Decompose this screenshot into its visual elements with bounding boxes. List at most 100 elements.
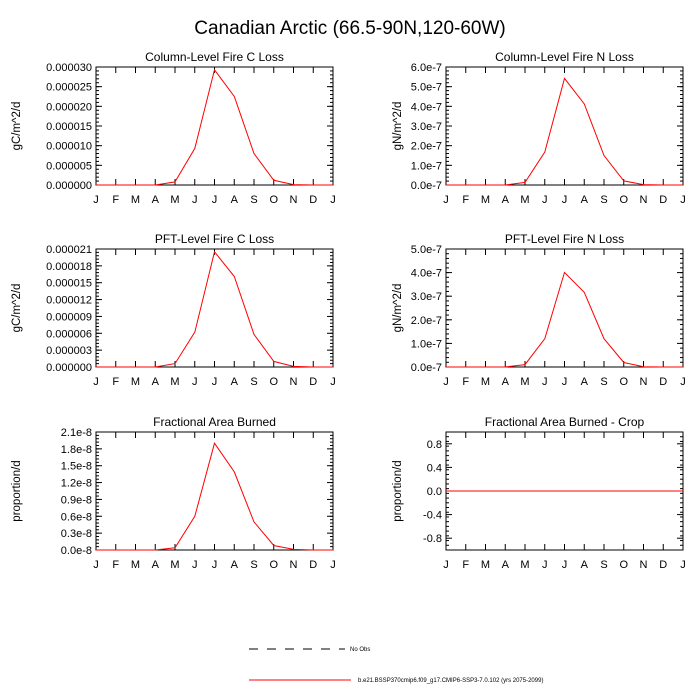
x-tick-label: D xyxy=(659,559,667,571)
y-tick-label: 1.2e-8 xyxy=(61,478,92,490)
y-axis-label: proportion/d xyxy=(392,460,404,521)
x-tick-label: S xyxy=(600,376,607,388)
y-tick-label: 0.3e-8 xyxy=(61,528,92,540)
x-tick-label: N xyxy=(290,559,298,571)
x-tick-label: F xyxy=(112,376,119,388)
x-tick-label: A xyxy=(152,376,160,388)
panel-title: Fractional Area Burned - Crop xyxy=(485,415,645,429)
x-tick-label: M xyxy=(131,559,140,571)
x-tick-label: A xyxy=(231,376,239,388)
y-axis-label: proportion/d xyxy=(11,460,23,521)
y-tick-label: 0.000010 xyxy=(46,141,92,153)
x-tick-label: J xyxy=(562,559,568,571)
x-tick-label: S xyxy=(250,194,257,206)
legend: No Obs b.e21.BSSP370cmip6.f09_g17.CMIP6-… xyxy=(249,647,543,684)
x-tick-label: A xyxy=(231,559,239,571)
chart-panel-2: Column-Level Fire N Loss gN/m^2/d 0.0e-7 1.… xyxy=(392,50,686,206)
x-tick-label: J xyxy=(93,376,99,388)
y-tick-label: 0.000025 xyxy=(46,82,92,94)
x-tick-label: J xyxy=(542,194,548,206)
chart-panel-1: Column-Level Fire C Loss gC/m^2/d 0.000000… xyxy=(11,50,336,206)
x-tick-label: J xyxy=(212,194,218,206)
x-tick-label: J xyxy=(680,559,686,571)
series-line xyxy=(446,271,683,368)
panel-title: Column-Level Fire C Loss xyxy=(145,50,284,64)
x-tick-label: S xyxy=(250,376,257,388)
x-tick-label: J xyxy=(330,194,336,206)
y-tick-label: 0.0 xyxy=(427,486,442,498)
page-title: Canadian Arctic (66.5-90N,120-60W) xyxy=(194,18,506,39)
y-axis-label: gN/m^2/d xyxy=(392,284,404,333)
y-tick-label: 0.9e-8 xyxy=(61,494,92,506)
y-tick-label: 0.000021 xyxy=(46,244,92,256)
x-tick-label: S xyxy=(250,559,257,571)
x-tick-label: J xyxy=(443,559,449,571)
panel-title: Column-Level Fire N Loss xyxy=(495,50,634,64)
x-tick-label: D xyxy=(659,194,667,206)
y-tick-label: 2.0e-7 xyxy=(411,315,442,327)
y-axis-label: gC/m^2/d xyxy=(11,102,23,151)
x-tick-label: M xyxy=(481,376,490,388)
x-tick-label: J xyxy=(93,559,99,571)
x-tick-label: J xyxy=(680,194,686,206)
chart-panel-4: PFT-Level Fire N Loss gN/m^2/d 0.0e-7 1.0e-… xyxy=(392,232,686,388)
y-tick-label: 4.0e-7 xyxy=(411,101,442,113)
x-tick-label: J xyxy=(330,559,336,571)
y-tick-label: 1.0e-7 xyxy=(411,338,442,350)
panel-title: PFT-Level Fire C Loss xyxy=(155,232,274,246)
x-tick-label: M xyxy=(520,194,529,206)
y-tick-label: 3.0e-7 xyxy=(411,291,442,303)
x-tick-label: N xyxy=(640,559,648,571)
y-tick-label: 0.0e-8 xyxy=(61,545,92,557)
plot-frame xyxy=(95,66,334,186)
plot-frame xyxy=(95,248,334,368)
y-tick-label: 0.000009 xyxy=(46,311,92,323)
y-tick-label: 0.0e-7 xyxy=(411,180,442,192)
x-tick-label: D xyxy=(309,194,317,206)
y-tick-label: 0.000003 xyxy=(46,345,92,357)
x-tick-label: J xyxy=(680,376,686,388)
x-tick-label: M xyxy=(131,194,140,206)
x-tick-label: J xyxy=(212,559,218,571)
x-tick-label: O xyxy=(619,376,628,388)
x-tick-label: J xyxy=(192,194,198,206)
legend-model-label: b.e21.BSSP370cmip6.f09_g17.CMIP6-SSP3-7.… xyxy=(358,678,543,684)
y-tick-label: 0.000015 xyxy=(46,278,92,290)
chart-panel-3: PFT-Level Fire C Loss gC/m^2/d 0.000000 0.0… xyxy=(11,232,336,388)
x-tick-label: O xyxy=(269,559,278,571)
x-tick-label: J xyxy=(542,376,548,388)
x-tick-label: D xyxy=(309,376,317,388)
x-tick-label: S xyxy=(600,559,607,571)
y-tick-label: 0.8 xyxy=(427,439,442,451)
x-tick-label: J xyxy=(192,376,198,388)
x-tick-label: A xyxy=(502,376,510,388)
y-tick-label: 0.0e-7 xyxy=(411,362,442,374)
x-tick-label: F xyxy=(462,376,469,388)
series-line xyxy=(96,442,333,551)
x-tick-label: M xyxy=(170,194,179,206)
x-tick-label: M xyxy=(131,376,140,388)
chart-panel-5: Fractional Area Burned proportion/d 0.0e-8… xyxy=(11,415,336,571)
x-tick-label: N xyxy=(290,376,298,388)
y-tick-label: 0.000005 xyxy=(46,160,92,172)
x-tick-label: M xyxy=(481,559,490,571)
x-tick-label: J xyxy=(542,559,548,571)
y-tick-label: 2.1e-8 xyxy=(61,427,92,439)
y-axis-label: gC/m^2/d xyxy=(11,284,23,333)
y-tick-label: 1.5e-8 xyxy=(61,461,92,473)
y-tick-label: 0.000015 xyxy=(46,121,92,133)
x-tick-label: M xyxy=(481,194,490,206)
series-line xyxy=(96,250,333,368)
y-tick-label: 6.0e-7 xyxy=(411,62,442,74)
y-tick-label: 4.0e-7 xyxy=(411,268,442,280)
x-tick-label: O xyxy=(619,559,628,571)
plot-frame xyxy=(445,248,684,368)
plot-frame xyxy=(95,431,334,551)
x-tick-label: N xyxy=(640,194,648,206)
y-tick-label: -0.4 xyxy=(423,510,442,522)
y-tick-label: 2.0e-7 xyxy=(411,141,442,153)
x-tick-label: A xyxy=(152,559,160,571)
plot-frame xyxy=(445,66,684,186)
x-tick-label: J xyxy=(93,194,99,206)
